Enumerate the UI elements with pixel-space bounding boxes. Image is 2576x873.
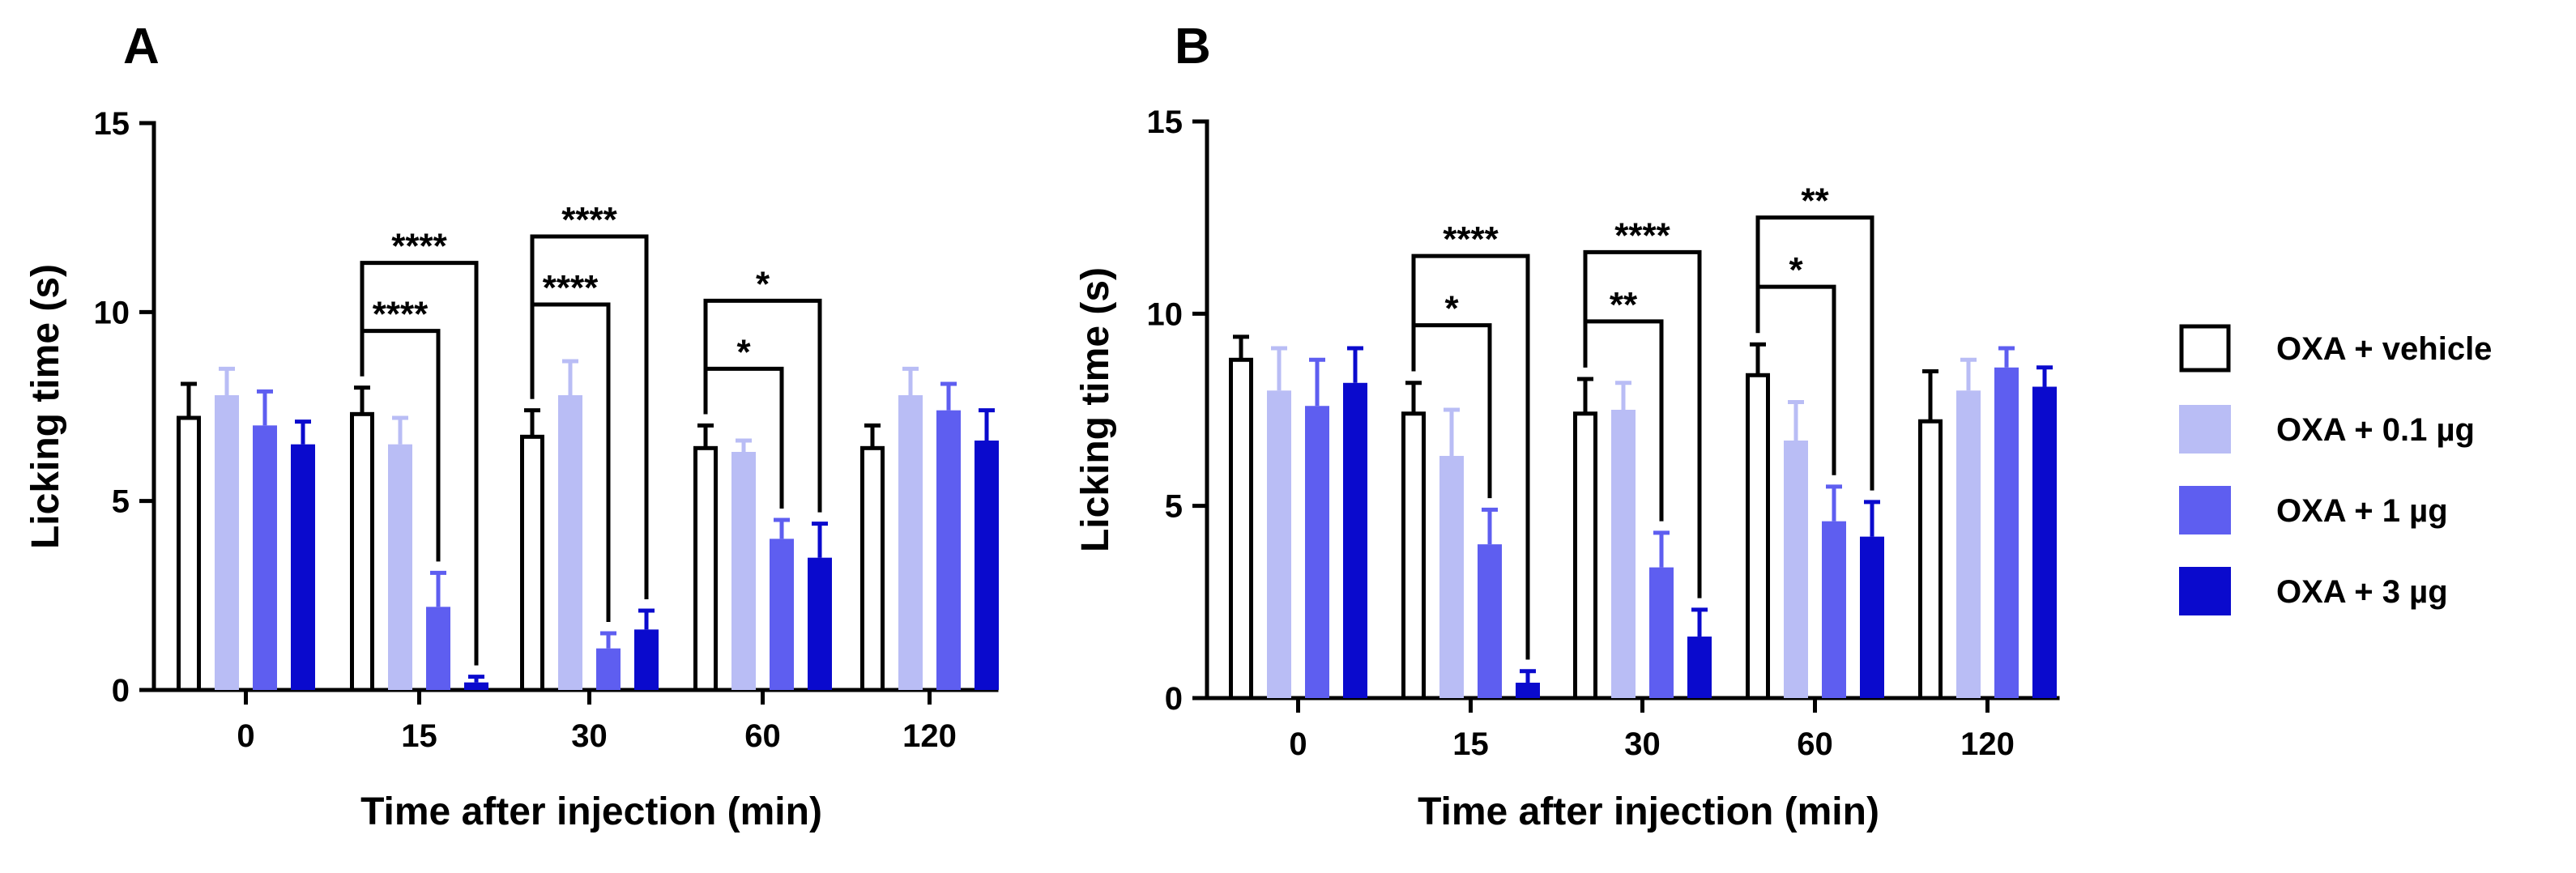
bar (520, 434, 544, 692)
bar (558, 395, 582, 690)
significance-label: * (736, 332, 751, 372)
bar (693, 445, 718, 692)
significance-bracket (1755, 215, 1874, 491)
legend-swatch (2179, 405, 2231, 454)
bar (1746, 373, 1770, 701)
bar (860, 445, 885, 692)
significance-bracket (703, 298, 822, 513)
y-axis-label: Licking time (s) (1074, 267, 1117, 552)
x-tick-label: 15 (1452, 726, 1489, 762)
panel-label: A (123, 19, 160, 75)
bar (1784, 440, 1808, 698)
x-axis-label: Time after injection (min) (360, 790, 822, 833)
bar (215, 395, 239, 690)
x-tick-label: 0 (1289, 726, 1307, 762)
x-tick-label: 0 (237, 718, 254, 754)
significance-label: **** (1614, 215, 1670, 255)
legend-swatch (2179, 324, 2231, 373)
significance-bracket (530, 234, 649, 599)
bar (1956, 390, 1981, 698)
significance-label: **** (1443, 219, 1499, 259)
significance-bracket (1583, 249, 1702, 598)
significance-label: * (1789, 250, 1803, 290)
bar (1611, 410, 1636, 698)
bar (2032, 386, 2057, 698)
bar (464, 682, 488, 690)
x-tick-label: 15 (401, 718, 437, 754)
significance-label: * (1444, 289, 1459, 329)
y-tick-label: 10 (94, 295, 130, 330)
bar (1573, 411, 1597, 701)
legend-label: OXA + vehicle (2276, 331, 2492, 367)
legend-swatch (2179, 567, 2231, 615)
legend-label: OXA + 1 µg (2276, 493, 2448, 529)
chart-panel-b: B 0 5 10 15 Licking time (s) Time after inject… (1074, 19, 2060, 833)
x-tick-label: 120 (1960, 726, 2015, 762)
significance-bracket (1411, 253, 1530, 660)
bar (936, 410, 961, 690)
bar (426, 607, 450, 690)
significance-label: **** (391, 227, 447, 266)
legend-label: OXA + 0.1 µg (2276, 412, 2475, 448)
bar (1267, 390, 1291, 698)
y-tick-label: 5 (1165, 489, 1183, 525)
legend-swatch (2179, 486, 2231, 534)
y-tick-label: 15 (1147, 104, 1184, 140)
y-axis-label: Licking time (s) (24, 264, 67, 549)
bar (1994, 367, 2019, 698)
significance-label: * (756, 264, 770, 304)
bar (1687, 637, 1712, 698)
significance-bracket (360, 261, 479, 666)
x-tick-label: 30 (1624, 726, 1661, 762)
significance-label: ** (1801, 181, 1829, 221)
x-tick-label: 30 (571, 718, 608, 754)
bar (350, 411, 374, 692)
y-tick-label: 10 (1147, 296, 1184, 332)
bar (291, 444, 315, 690)
bar (770, 539, 794, 690)
significance-label: ** (1610, 285, 1638, 325)
y-tick-label: 5 (112, 484, 130, 520)
panel-label: B (1175, 19, 1211, 75)
significance-label: **** (373, 295, 429, 334)
bar (808, 557, 832, 690)
bar (634, 629, 659, 690)
x-tick-label: 60 (744, 718, 781, 754)
bar (1439, 455, 1464, 698)
bar (731, 452, 756, 690)
y-tick-label: 15 (94, 106, 130, 142)
bar (1305, 406, 1329, 698)
bar (975, 441, 999, 690)
bar (177, 415, 201, 692)
significance-label: **** (561, 200, 617, 240)
y-tick-label: 0 (1165, 681, 1183, 717)
bar (898, 395, 923, 690)
bar (1822, 521, 1846, 698)
x-axis-label: Time after injection (min) (1418, 790, 1879, 833)
legend-label: OXA + 3 µg (2276, 574, 2448, 610)
bar (253, 425, 277, 690)
y-tick-label: 0 (112, 673, 130, 709)
x-tick-label: 60 (1797, 726, 1833, 762)
bar (1860, 536, 1884, 698)
x-tick-label: 120 (902, 718, 957, 754)
bar (1401, 411, 1426, 701)
legend: OXA + vehicle OXA + 0.1 µg OXA + 1 µg OXA +… (2179, 324, 2492, 615)
bar (1918, 419, 1943, 701)
bar (1649, 567, 1674, 698)
chart-panel-a: A 0 5 10 15 Licking time (s) Time after inject… (24, 19, 999, 833)
bar (388, 444, 412, 690)
bar (1516, 683, 1540, 698)
bar (1229, 357, 1253, 701)
bar (596, 648, 621, 690)
significance-label: **** (543, 268, 599, 308)
bar (1478, 544, 1502, 698)
bar (1343, 382, 1367, 698)
